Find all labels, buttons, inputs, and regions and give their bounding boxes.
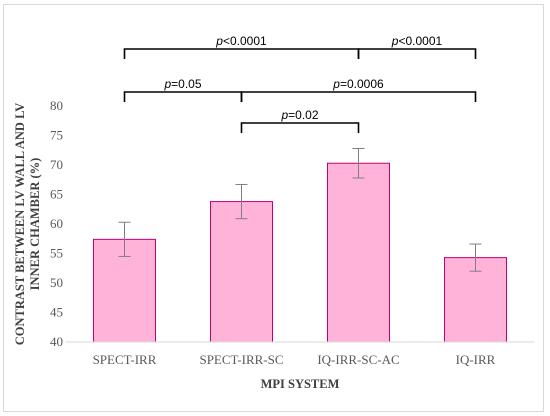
y-axis-ticks: 40 45 50 55 60 65 70 75 80 bbox=[50, 98, 63, 349]
y-tick-label: 60 bbox=[50, 216, 63, 231]
significance-annotations: p<0.0001 p<0.0001 p=0.05 p=0.0006 p=0.02 bbox=[123, 34, 477, 133]
p-value-label: p<0.0001 bbox=[391, 34, 443, 48]
y-tick-label: 45 bbox=[50, 305, 63, 320]
y-tick-label: 50 bbox=[50, 275, 63, 290]
bar-spect-irr-sc bbox=[210, 201, 273, 343]
significance-bracket bbox=[123, 48, 360, 59]
p-value-label: p<0.0001 bbox=[215, 34, 267, 48]
x-axis-ticks: SPECT-IRR SPECT-IRR-SC IQ-IRR-SC-AC IQ-IRR bbox=[93, 352, 496, 367]
x-tick-label: IQ-IRR-SC-AC bbox=[317, 352, 399, 367]
x-tick-label: SPECT-IRR-SC bbox=[199, 352, 283, 367]
x-tick-label: SPECT-IRR bbox=[93, 352, 157, 367]
y-tick-label: 80 bbox=[50, 98, 63, 113]
y-tick-label: 55 bbox=[50, 246, 63, 261]
significance-bracket bbox=[240, 91, 477, 102]
bars bbox=[93, 147, 507, 343]
significance-bracket bbox=[240, 122, 360, 133]
y-tick-label: 75 bbox=[50, 128, 63, 143]
y-tick-label: 40 bbox=[50, 334, 63, 349]
bar-chart: CONTRAST BETWEEN LV WALL AND LV INNER CH… bbox=[13, 34, 534, 391]
p-value-label: p=0.0006 bbox=[332, 77, 384, 91]
y-axis-title: CONTRAST BETWEEN LV WALL AND LV INNER CH… bbox=[13, 103, 42, 346]
y-axis-title-line-2: INNER CHAMBER (%) bbox=[28, 158, 42, 291]
bar-iq-irr-sc-ac bbox=[327, 162, 390, 343]
y-tick-label: 70 bbox=[50, 157, 63, 172]
x-tick-label: IQ-IRR bbox=[456, 352, 496, 367]
significance-bracket bbox=[123, 91, 243, 102]
p-value-label: p=0.05 bbox=[163, 77, 201, 91]
y-axis-title-line-1: CONTRAST BETWEEN LV WALL AND LV bbox=[13, 103, 27, 346]
chart-frame: CONTRAST BETWEEN LV WALL AND LV INNER CH… bbox=[3, 4, 544, 412]
y-tick-label: 65 bbox=[50, 187, 63, 202]
x-axis-title: MPI SYSTEM bbox=[261, 377, 340, 391]
significance-bracket bbox=[357, 48, 477, 59]
p-value-label: p=0.02 bbox=[280, 108, 318, 122]
